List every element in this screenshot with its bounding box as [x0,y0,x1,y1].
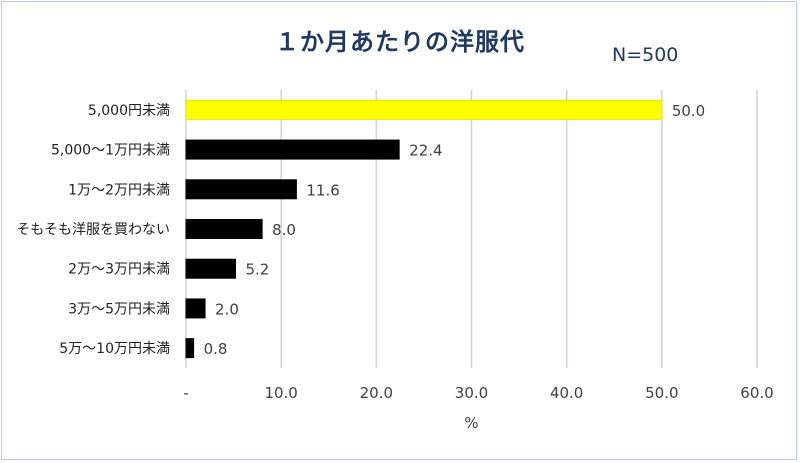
tick-label-5: 50.0 [645,384,678,402]
value-label-2: 11.6 [306,181,339,199]
bars [185,99,663,359]
category-label-6: 5万～10万円未満 [59,341,170,357]
tick-label-4: 40.0 [550,384,583,402]
category-label-1: 5,000～1万円未満 [51,143,170,159]
bar-1 [185,139,400,160]
category-label-5: 3万～5万円未満 [68,301,170,317]
bar-3 [185,219,263,239]
tick-label-0: - [183,384,188,402]
tick-label-6: 60.0 [740,384,773,402]
chart-title: １か月あたりの洋服代 [275,28,525,56]
bar-0 [185,99,663,120]
bar-6 [185,338,195,359]
category-label-2: 1万～2万円未満 [68,182,170,198]
gridlines [185,90,758,368]
value-label-6: 0.8 [204,340,228,358]
value-label-0: 50.0 [672,102,705,120]
category-label-3: そもそも洋服を買わない [16,222,170,238]
value-label-5: 2.0 [215,300,239,318]
x-axis-title: % [464,414,478,432]
tick-label-2: 20.0 [360,384,393,402]
bar-2 [185,179,297,200]
value-label-3: 8.0 [272,221,296,239]
bar-5 [185,298,206,319]
bar-4 [185,258,236,279]
chart-subtitle: N=500 [612,44,679,66]
category-label-0: 5,000円未満 [88,103,170,119]
value-label-1: 22.4 [409,142,442,160]
value-labels: 50.0 22.4 11.6 8.0 5.2 2.0 0.8 [204,102,706,358]
tick-label-1: 10.0 [264,384,297,402]
tick-labels: - 10.0 20.0 30.0 40.0 50.0 60.0 [183,384,773,402]
category-label-4: 2万～3万円未満 [68,262,170,278]
tick-label-3: 30.0 [455,384,488,402]
value-label-4: 5.2 [245,261,269,279]
